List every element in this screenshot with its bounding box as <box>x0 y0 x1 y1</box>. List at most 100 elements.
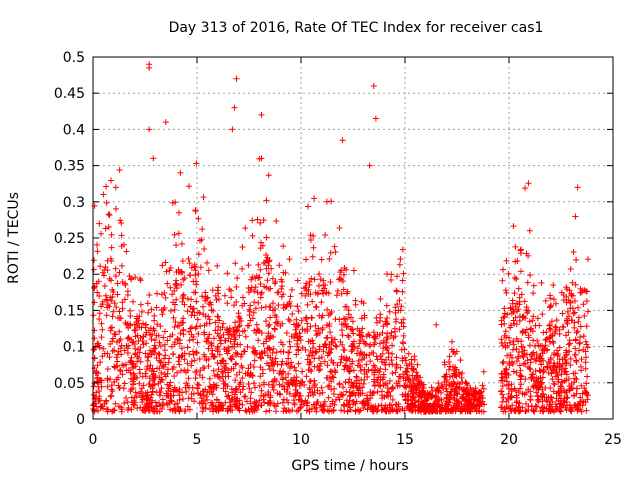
data-point <box>523 351 530 358</box>
data-point <box>499 398 506 405</box>
data-point <box>379 350 386 357</box>
data-point <box>97 263 104 270</box>
data-point <box>297 392 304 399</box>
data-point <box>459 370 466 377</box>
data-point <box>194 339 201 346</box>
data-point <box>176 340 183 347</box>
data-point <box>338 327 345 334</box>
data-point <box>301 285 308 292</box>
data-point <box>400 323 407 330</box>
data-point <box>199 226 206 233</box>
data-point <box>115 403 122 410</box>
data-point <box>250 364 257 371</box>
data-point <box>273 349 280 356</box>
data-point <box>316 312 323 319</box>
data-point <box>363 333 370 340</box>
data-point <box>199 293 206 300</box>
data-point <box>523 389 530 396</box>
data-point <box>172 281 179 288</box>
data-point <box>308 275 315 282</box>
data-point <box>156 351 163 358</box>
data-point <box>315 325 322 332</box>
data-point <box>90 383 97 390</box>
y-tick-label: 0.15 <box>54 303 85 319</box>
data-point <box>188 358 195 365</box>
data-point <box>312 322 319 329</box>
data-point <box>534 396 541 403</box>
data-point <box>362 340 369 347</box>
data-point <box>200 405 207 412</box>
data-point <box>550 340 557 347</box>
data-point <box>212 406 219 413</box>
data-point <box>510 368 517 375</box>
data-point <box>325 312 332 319</box>
data-point <box>501 405 508 412</box>
data-point <box>435 380 442 387</box>
data-point <box>415 404 422 411</box>
data-point <box>524 279 531 286</box>
data-point <box>503 257 510 264</box>
data-point <box>302 397 309 404</box>
data-point <box>181 356 188 363</box>
data-point <box>278 361 285 368</box>
y-tick-label: 0.1 <box>63 340 85 356</box>
data-point <box>220 320 227 327</box>
data-point <box>255 299 262 306</box>
data-point <box>514 257 521 264</box>
data-point <box>241 327 248 334</box>
data-point <box>330 391 337 398</box>
data-point <box>224 407 231 414</box>
data-point <box>103 183 110 190</box>
data-point <box>380 337 387 344</box>
data-point <box>293 377 300 384</box>
data-point <box>160 334 167 341</box>
data-point <box>477 401 484 408</box>
data-point <box>225 392 232 399</box>
data-point <box>399 277 406 284</box>
data-point <box>322 281 329 288</box>
data-point <box>129 339 136 346</box>
data-point <box>272 319 279 326</box>
data-point <box>551 330 558 337</box>
data-point <box>230 365 237 372</box>
data-point <box>231 343 238 350</box>
data-point <box>384 330 391 337</box>
data-point <box>97 359 104 366</box>
data-point <box>531 382 538 389</box>
data-point <box>251 349 258 356</box>
data-point <box>571 375 578 382</box>
data-point <box>263 234 270 241</box>
data-point <box>531 377 538 384</box>
data-point <box>464 408 471 415</box>
data-point <box>584 373 591 380</box>
data-point <box>232 334 239 341</box>
data-point <box>305 392 312 399</box>
data-point <box>165 359 172 366</box>
data-point <box>379 406 386 413</box>
data-point <box>287 343 294 350</box>
data-point <box>389 342 396 349</box>
data-point <box>155 350 162 357</box>
data-point <box>540 368 547 375</box>
data-point <box>341 366 348 373</box>
data-point <box>233 75 240 82</box>
data-point <box>265 270 272 277</box>
data-point <box>455 369 462 376</box>
data-point <box>446 353 453 360</box>
data-point <box>265 332 272 339</box>
data-point <box>112 265 119 272</box>
data-point <box>570 392 577 399</box>
data-point <box>501 332 508 339</box>
data-point <box>205 355 212 362</box>
data-point <box>515 285 522 292</box>
data-point <box>171 287 178 294</box>
data-point <box>205 267 212 274</box>
data-point <box>528 350 535 357</box>
data-point <box>393 354 400 361</box>
data-point <box>531 355 538 362</box>
data-point <box>144 354 151 361</box>
data-point <box>539 386 546 393</box>
data-point <box>171 231 178 238</box>
data-point <box>234 341 241 348</box>
data-point <box>517 385 524 392</box>
